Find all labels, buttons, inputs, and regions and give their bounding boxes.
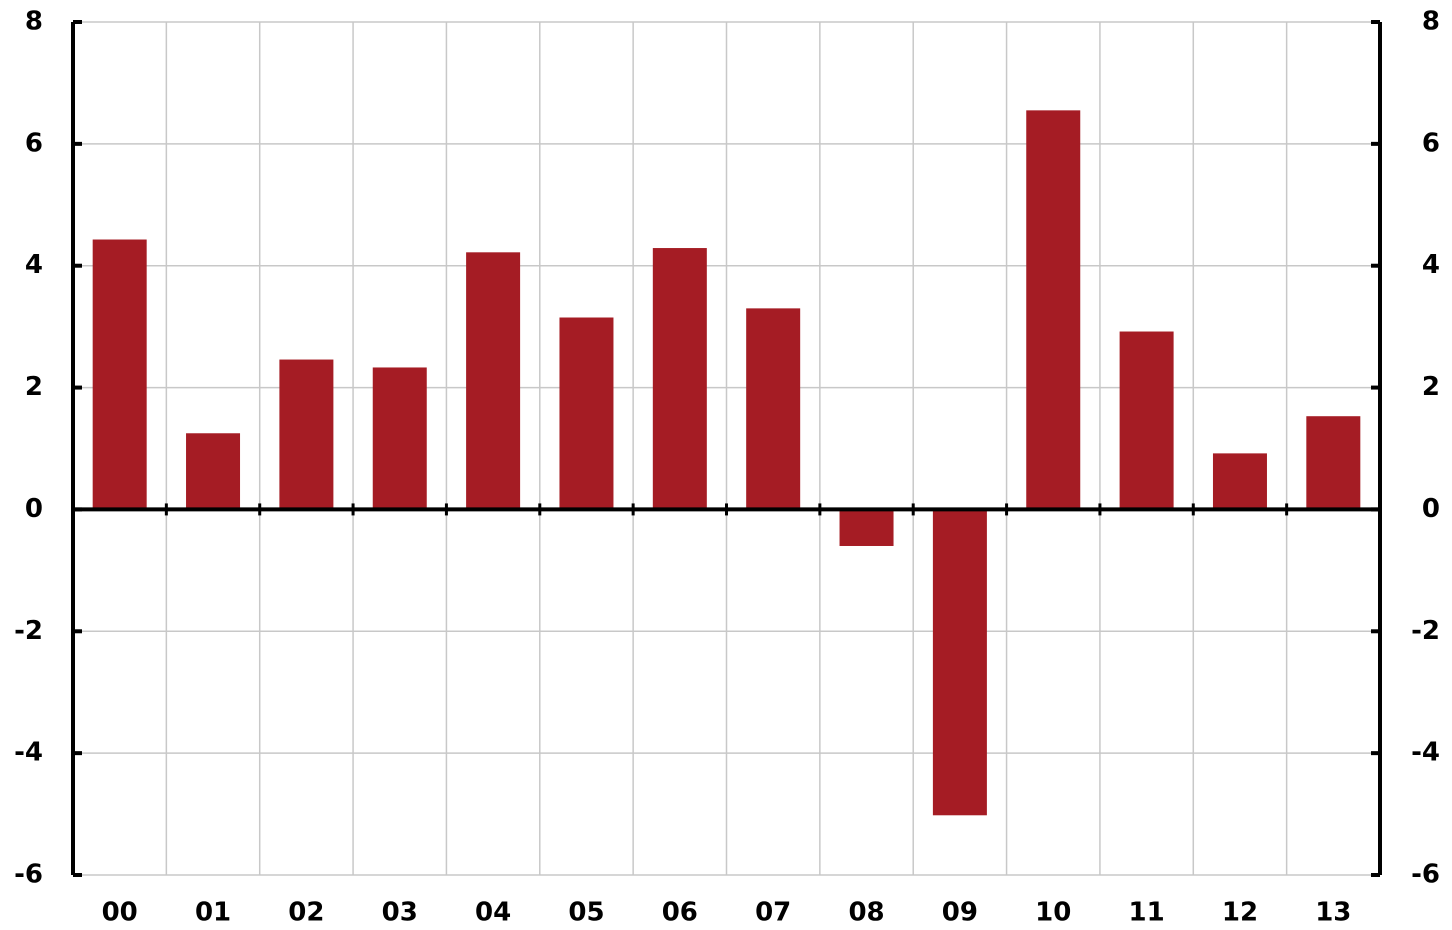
x-tick-label: 01	[195, 898, 231, 928]
y2-tick-label: 4	[1422, 250, 1440, 280]
bar	[746, 308, 801, 510]
x-tick-label: 12	[1222, 898, 1258, 928]
bar	[186, 433, 241, 510]
bar	[839, 509, 894, 546]
x-tick-label: 00	[102, 898, 138, 928]
x-tick-label: 03	[382, 898, 418, 928]
bar	[92, 239, 147, 510]
bar	[372, 367, 427, 510]
y-tick-label: 4	[25, 250, 43, 280]
x-tick-label: 09	[942, 898, 978, 928]
y2-tick-label: 0	[1422, 494, 1440, 524]
x-tick-label: 13	[1315, 898, 1351, 928]
x-tick-label: 04	[475, 898, 511, 928]
y2-tick-label: 8	[1422, 7, 1440, 37]
bar	[1306, 416, 1361, 510]
y2-tick-label: 2	[1422, 372, 1440, 402]
bar	[652, 248, 707, 510]
bar	[1026, 110, 1081, 510]
x-tick-label: 08	[848, 898, 884, 928]
y-tick-label: -2	[14, 616, 43, 646]
y-tick-label: 2	[25, 372, 43, 402]
x-tick-label: 07	[755, 898, 791, 928]
x-tick-label: 02	[288, 898, 324, 928]
x-tick-label: 10	[1035, 898, 1071, 928]
y2-tick-label: 6	[1422, 128, 1440, 158]
bar	[1212, 453, 1267, 510]
bar	[279, 359, 334, 510]
bar	[559, 317, 614, 510]
y-tick-label: 0	[25, 494, 43, 524]
x-tick-label: 11	[1129, 898, 1165, 928]
y-tick-label: -6	[14, 860, 43, 890]
y-tick-label: -4	[14, 738, 43, 768]
y2-tick-label: -6	[1411, 860, 1440, 890]
x-tick-label: 05	[568, 898, 604, 928]
y-tick-label: 6	[25, 128, 43, 158]
x-tick-label: 06	[662, 898, 698, 928]
bar	[1119, 331, 1174, 510]
bar	[932, 509, 987, 816]
y2-tick-label: -2	[1411, 616, 1440, 646]
y2-tick-label: -4	[1411, 738, 1440, 768]
y-tick-label: 8	[25, 7, 43, 37]
bar	[466, 252, 521, 510]
